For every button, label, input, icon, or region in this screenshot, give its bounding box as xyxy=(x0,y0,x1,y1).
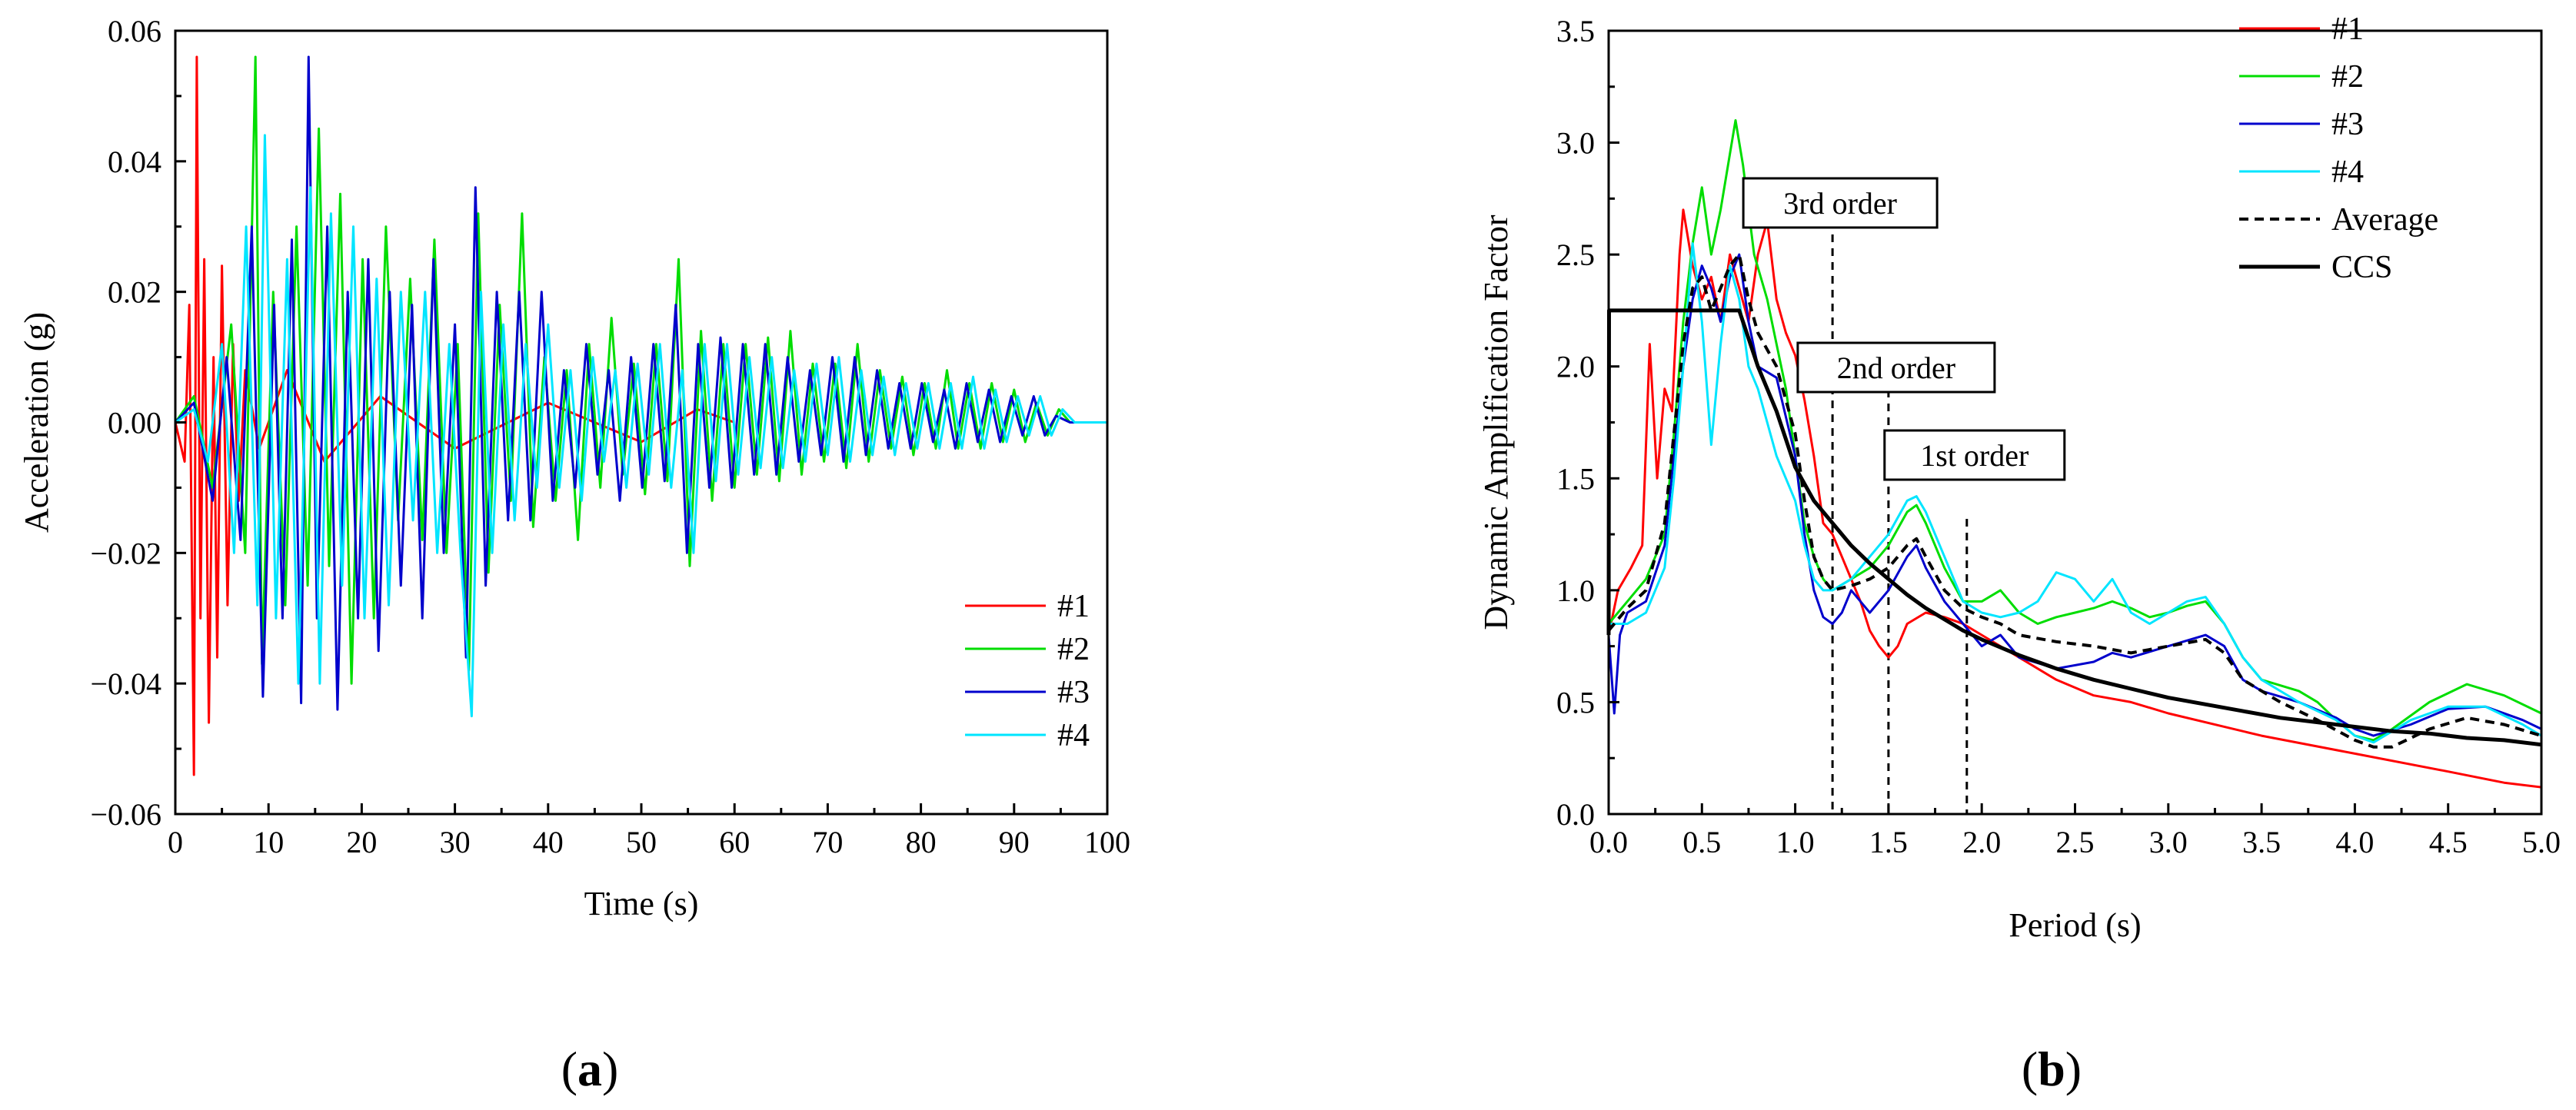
a-line-series-4 xyxy=(175,134,1107,718)
b-y-tick-label: 1.5 xyxy=(1556,461,1595,496)
a-x-tick-label: 40 xyxy=(533,825,564,859)
a-y-tick-label: 0.02 xyxy=(108,275,161,310)
a-x-tick-label: 80 xyxy=(906,825,937,859)
panel-a-acceleration-chart: 0 10 20 30 40 50 60 70 80 90 100 −0.06 −0.04 −0.02 0.0… xyxy=(18,14,1130,922)
panel-a-series-group xyxy=(174,55,1107,776)
a-x-tick-label: 20 xyxy=(346,825,377,859)
a-x-tick-label: 50 xyxy=(626,825,657,859)
panel-b-daf-chart: 0.0 0.5 1.0 1.5 2.0 2.5 3.0 3.5 4.0 4.5 5.0 0.0 0.5 1… xyxy=(1477,12,2561,944)
a-x-tick-label: 0 xyxy=(168,825,183,859)
panel-label-a-letter: a xyxy=(577,1042,602,1096)
panel-label-a-close: ) xyxy=(602,1042,618,1096)
a-legend-label-series-4: #4 xyxy=(1057,718,1090,753)
panel-a-ticks: 0 10 20 30 40 50 60 70 80 90 100 −0.06 −0.04 −0.02 0.0… xyxy=(90,14,1130,859)
b-y-tick-label: 3.0 xyxy=(1556,126,1595,161)
b-x-tick-label: 1.0 xyxy=(1776,825,1815,859)
b-line-series-4 xyxy=(1609,242,2542,744)
b-line-average xyxy=(1607,253,2542,749)
b-x-tick-label: 3.0 xyxy=(2149,825,2188,859)
a-y-tick-label: 0.00 xyxy=(108,406,161,440)
panel-a-y-axis-label: Acceleration (g) xyxy=(18,312,55,533)
panel-b-ticks: 0.0 0.5 1.0 1.5 2.0 2.5 3.0 3.5 4.0 4.5 5.0 0.0 0.5 1… xyxy=(1556,14,2561,859)
b-mode-label-box xyxy=(1796,341,1996,394)
b-y-tick-label: 0.0 xyxy=(1556,797,1595,832)
b-y-tick-label: 2.5 xyxy=(1556,238,1595,272)
a-y-tick-label: 0.04 xyxy=(108,145,161,179)
panel-b-legend: #1 #2 #3 #4 Average CCS xyxy=(2239,12,2438,285)
panel-b-mode-labels: 3rd order 2nd order 1st order xyxy=(1742,177,2066,481)
a-legend-label-series-3: #3 xyxy=(1057,675,1090,710)
b-x-tick-label: 3.5 xyxy=(2242,825,2281,859)
a-x-tick-label: 100 xyxy=(1084,825,1130,859)
a-x-tick-label: 10 xyxy=(253,825,284,859)
b-legend-label-series-1: #1 xyxy=(2331,12,2364,47)
b-x-tick-label: 0.5 xyxy=(1682,825,1721,859)
b-legend-label-ccs: CCS xyxy=(2331,250,2392,285)
b-mode-label-text: 3rd order xyxy=(1783,186,1897,221)
a-x-tick-label: 60 xyxy=(719,825,750,859)
panel-label-a: (a) xyxy=(561,1042,619,1096)
b-mode-label-box xyxy=(1883,429,2066,481)
panel-label-b-open: ( xyxy=(2022,1042,2038,1096)
b-y-tick-label: 3.5 xyxy=(1556,14,1595,48)
b-legend-label-series-3: #3 xyxy=(2331,107,2364,142)
panel-a-legend: #1 #2 #3 #4 xyxy=(965,589,1090,753)
panel-b-x-axis-label: Period (s) xyxy=(2009,906,2141,944)
b-mode-label-text: 2nd order xyxy=(1837,351,1955,385)
a-line-series-2 xyxy=(174,55,1107,685)
b-x-tick-label: 4.5 xyxy=(2429,825,2468,859)
b-line-series-3 xyxy=(1607,253,2542,737)
b-x-tick-label: 0.0 xyxy=(1589,825,1628,859)
b-x-tick-label: 2.5 xyxy=(2056,825,2095,859)
b-x-tick-label: 2.0 xyxy=(1962,825,2001,859)
b-line-ccs xyxy=(1606,308,2542,747)
b-line-series-1 xyxy=(1607,208,2542,789)
panel-label-b-close: ) xyxy=(2065,1042,2082,1096)
panel-b-y-axis-label: Dynamic Amplification Factor xyxy=(1477,214,1515,630)
b-y-tick-label: 0.5 xyxy=(1556,685,1595,720)
panel-b-series-group xyxy=(1606,119,2542,789)
panel-b-plot-frame xyxy=(1607,29,2543,816)
b-x-tick-label: 1.5 xyxy=(1869,825,1908,859)
b-legend-label-average: Average xyxy=(2331,202,2438,238)
panel-b-mode-lines xyxy=(1831,221,1969,814)
a-y-tick-label: −0.04 xyxy=(90,666,161,701)
a-x-tick-label: 90 xyxy=(999,825,1030,859)
b-legend-label-series-4: #4 xyxy=(2331,155,2364,190)
b-mode-label-text: 1st order xyxy=(1920,438,2029,473)
panel-label-b: (b) xyxy=(2022,1042,2082,1096)
b-y-tick-label: 1.0 xyxy=(1556,573,1595,608)
b-line-series-2 xyxy=(1607,119,2542,742)
a-y-tick-label: −0.02 xyxy=(90,536,161,570)
b-x-tick-label: 5.0 xyxy=(2522,825,2561,859)
panel-a-x-axis-label: Time (s) xyxy=(584,885,699,922)
panel-label-b-letter: b xyxy=(2038,1042,2065,1096)
a-x-tick-label: 30 xyxy=(440,825,471,859)
a-y-tick-label: 0.06 xyxy=(108,14,161,48)
a-legend-label-series-2: #2 xyxy=(1057,632,1090,667)
b-mode-label-box xyxy=(1742,177,1939,229)
a-y-tick-label: −0.06 xyxy=(90,797,161,832)
a-line-series-3 xyxy=(174,55,1107,711)
b-legend-label-series-2: #2 xyxy=(2331,59,2364,95)
b-y-tick-label: 2.0 xyxy=(1556,350,1595,384)
panel-label-a-open: ( xyxy=(561,1042,577,1096)
b-x-tick-label: 4.0 xyxy=(2335,825,2374,859)
a-x-tick-label: 70 xyxy=(812,825,843,859)
a-legend-label-series-1: #1 xyxy=(1057,589,1090,624)
